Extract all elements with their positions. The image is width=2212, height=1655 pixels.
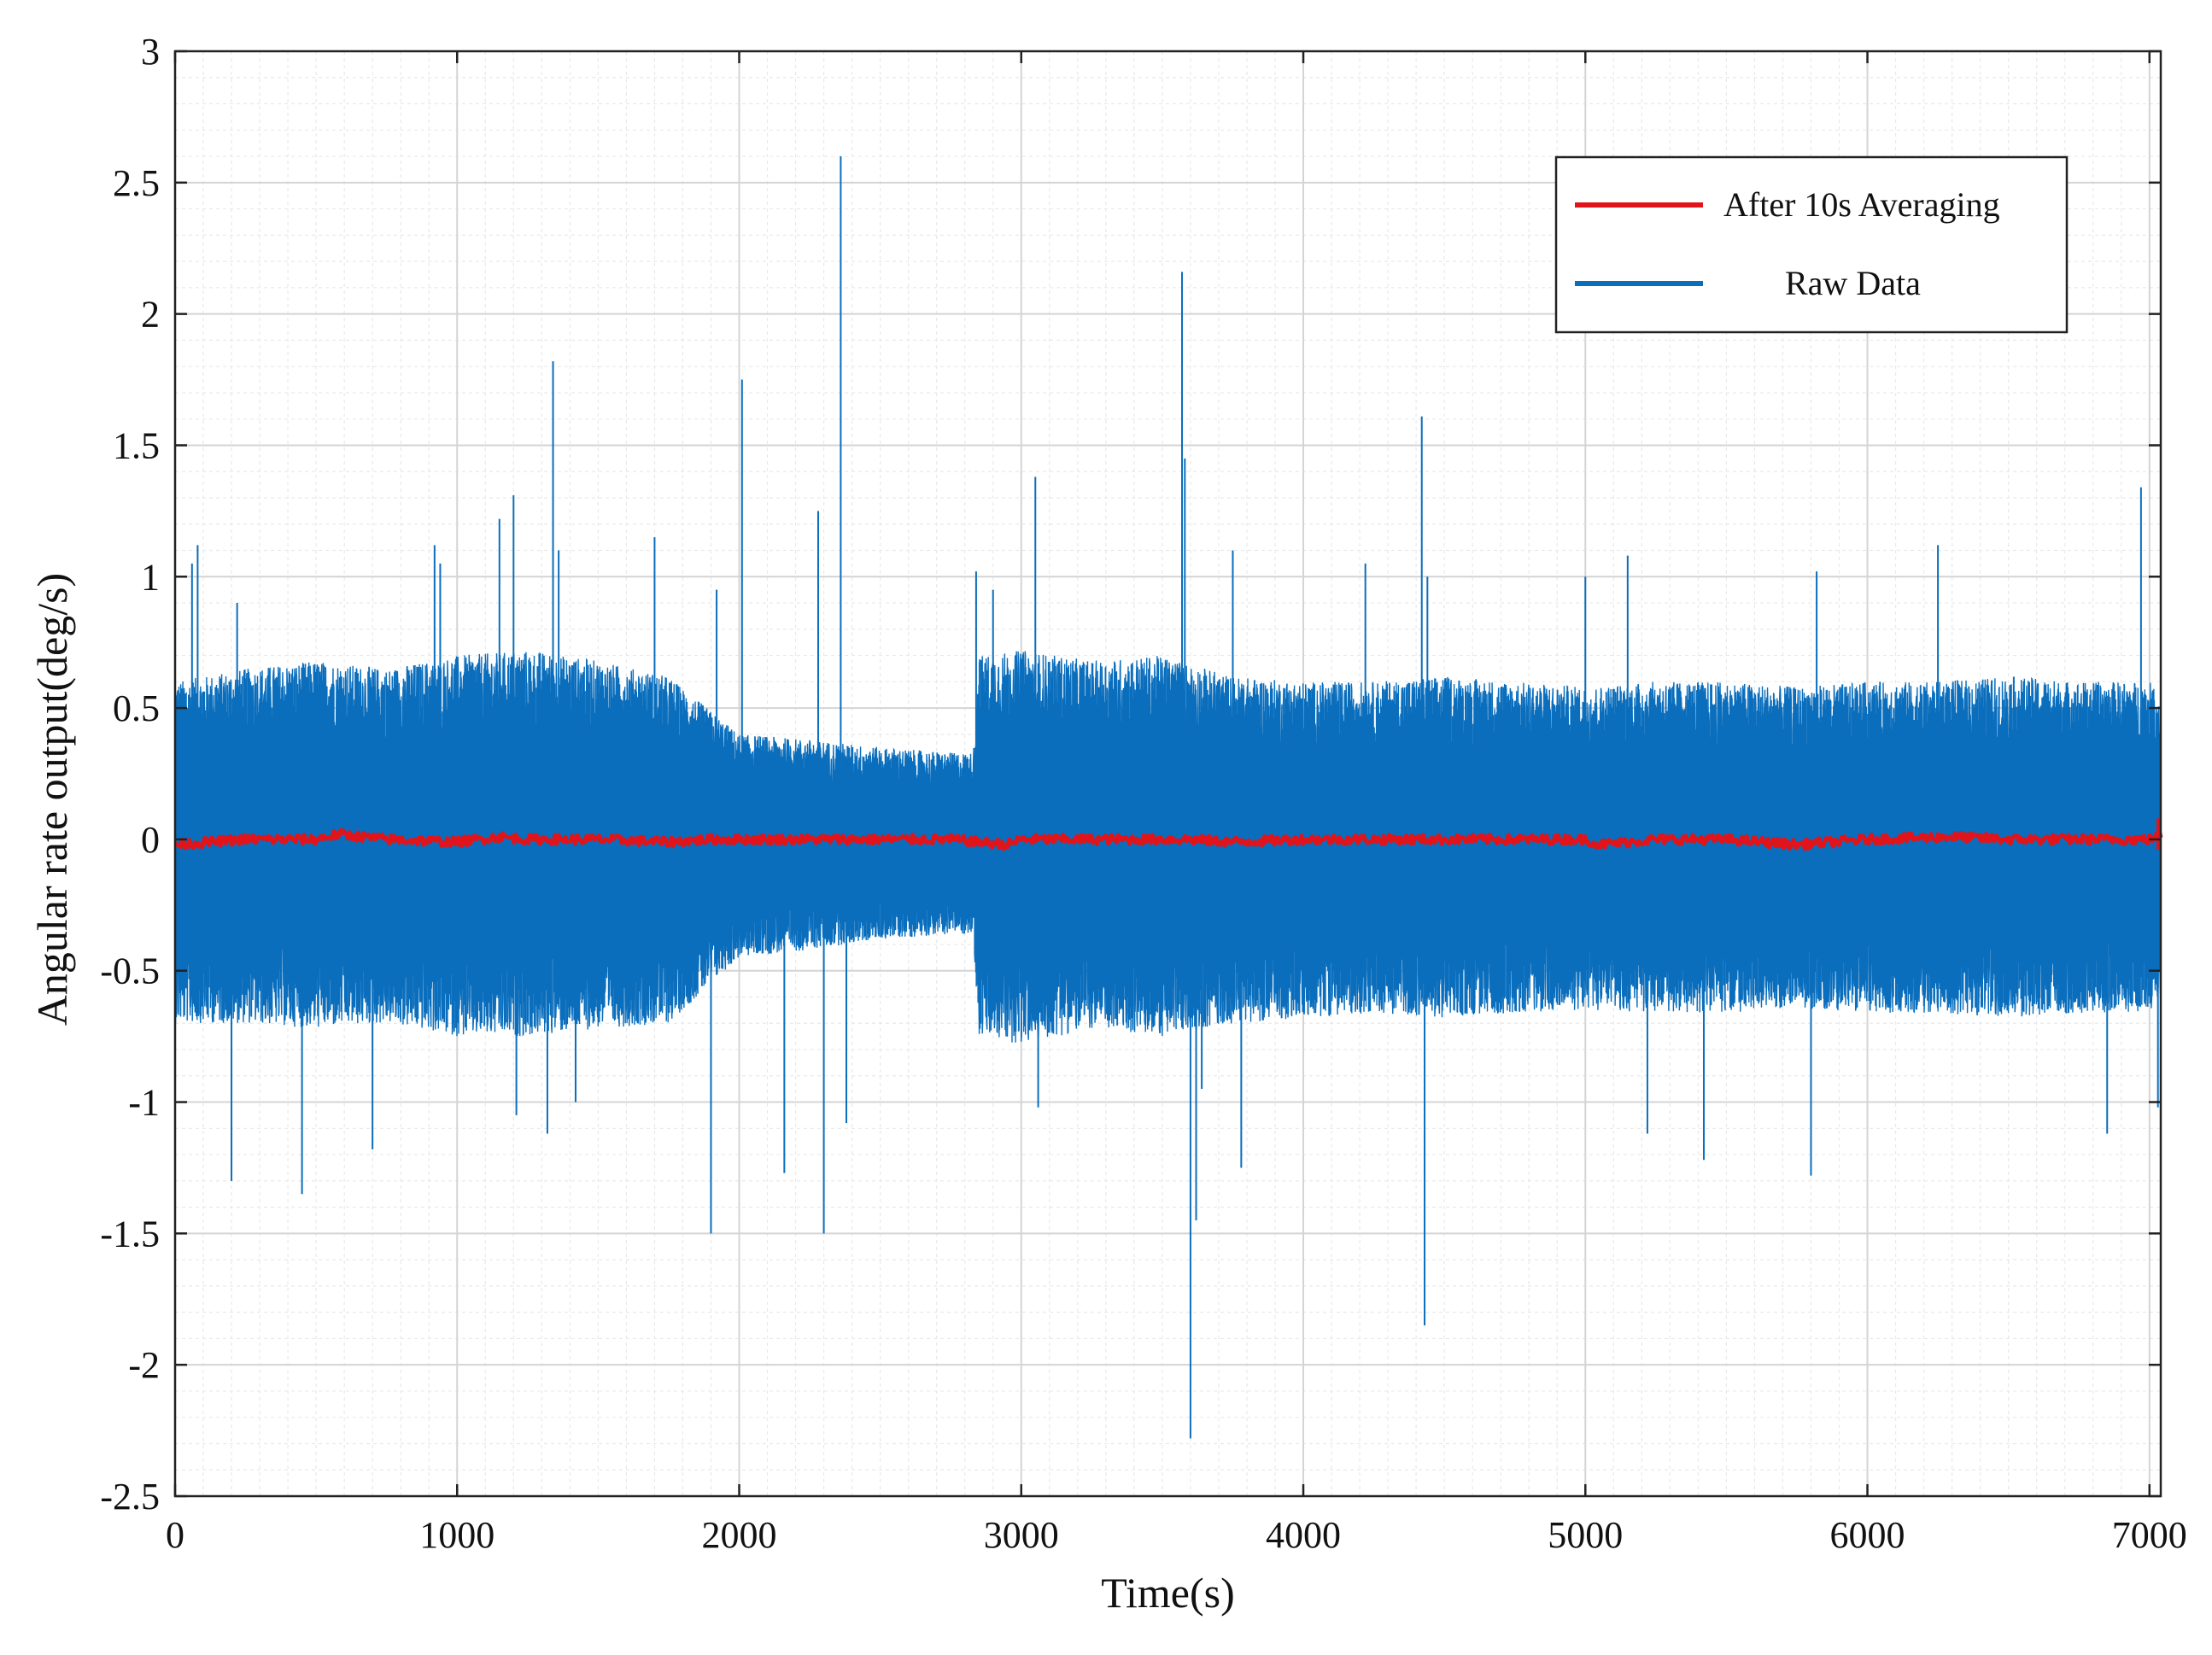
- plot-area: [174, 156, 2163, 1439]
- x-tick-label: 7000: [2112, 1514, 2187, 1556]
- y-tick-labels: -2.5 -2 -1.5 -1 -0.5 0 0.5 1 1.5 2 2.5 3: [100, 31, 160, 1518]
- plot-frame: [173, 50, 2162, 1498]
- averaged-series: [174, 818, 2163, 851]
- x-tick-label: 2000: [702, 1514, 777, 1556]
- y-tick-label: 0.5: [113, 687, 160, 729]
- legend-box: [1554, 155, 2069, 334]
- y-tick-label: 1.5: [113, 424, 160, 466]
- axis-ticks: [173, 50, 2161, 1498]
- x-tick-label: 6000: [1830, 1514, 1905, 1556]
- y-axis-title: Angular rate output(deg/s): [28, 573, 76, 1026]
- raw-data-series: [174, 156, 2162, 1439]
- y-tick-label: 1: [141, 556, 160, 598]
- x-tick-label: 4000: [1266, 1514, 1341, 1556]
- x-tick-label: 3000: [984, 1514, 1059, 1556]
- y-tick-label: -2: [128, 1344, 160, 1386]
- y-tick-label: -2.5: [100, 1476, 160, 1518]
- y-tick-label: 2: [141, 294, 160, 336]
- x-axis-title: Time(s): [1101, 1569, 1235, 1617]
- legend-label-averaged: After 10s Averaging: [1723, 185, 2000, 224]
- raw-data-line: [174, 651, 2162, 1043]
- x-tick-label: 5000: [1548, 1514, 1623, 1556]
- y-tick-label: -0.5: [100, 950, 160, 992]
- x-tick-label: 0: [166, 1514, 184, 1556]
- y-tick-label: 3: [141, 31, 160, 73]
- x-tick-label: 1000: [419, 1514, 494, 1556]
- y-tick-label: -1: [128, 1082, 160, 1124]
- legend: After 10s Averaging Raw Data: [1554, 155, 2069, 334]
- x-tick-labels: 0 1000 2000 3000 4000 5000 6000 7000: [166, 1514, 2187, 1556]
- y-tick-label: 2.5: [113, 162, 160, 204]
- y-tick-label: 0: [141, 819, 160, 861]
- legend-label-raw: Raw Data: [1785, 264, 1921, 302]
- y-tick-label: -1.5: [100, 1213, 160, 1254]
- averaged-line: [174, 828, 2163, 851]
